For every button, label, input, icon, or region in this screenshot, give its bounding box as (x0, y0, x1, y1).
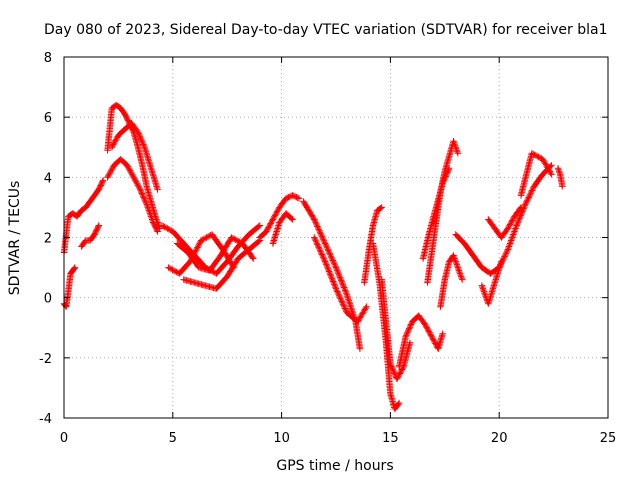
data-points-arc-3 (78, 222, 103, 250)
x-tick-label-20: 20 (491, 431, 508, 446)
data-points-arc-11 (256, 192, 303, 241)
x-tick-label-0: 0 (60, 431, 68, 446)
data-points-arc-9 (180, 237, 264, 292)
data-points-arc-6 (108, 120, 161, 193)
data-points-arc-12 (269, 210, 296, 247)
ticks: 0 5 10 15 20 25 -4 -2 0 2 4 6 8 (39, 51, 616, 446)
data-points-arc-23 (485, 204, 525, 241)
y-tick-label-2: 2 (44, 232, 52, 247)
x-tick-label-15: 15 (382, 431, 399, 446)
y-tick-label-0: 0 (44, 292, 52, 307)
y-tick-label--2: -2 (39, 352, 52, 367)
data-points-arc-21 (437, 252, 466, 310)
y-axis-label: SDTVAR / TECUs (7, 181, 23, 296)
x-axis-label: GPS time / hours (276, 458, 393, 474)
y-tick-label-4: 4 (44, 171, 52, 186)
data-points-arc-24 (478, 258, 505, 307)
data-points-arc-17 (378, 276, 414, 383)
chart-title: Day 080 of 2023, Sidereal Day-to-day VTE… (44, 22, 607, 38)
y-tick-label--4: -4 (39, 412, 52, 427)
x-tick-label-5: 5 (169, 431, 177, 446)
data-points-arc-14 (311, 234, 370, 325)
grid (64, 57, 608, 418)
data-points-arc-4 (104, 101, 163, 232)
x-tick-label-25: 25 (600, 431, 617, 446)
data-points-arc-20 (419, 165, 453, 262)
data-points-arc-18 (395, 312, 446, 371)
y-tick-label-6: 6 (44, 111, 52, 126)
x-tick-label-10: 10 (273, 431, 290, 446)
data-points-arc-25 (517, 150, 555, 199)
data-points-arc-10 (174, 234, 257, 274)
y-tick-label-8: 8 (44, 51, 52, 66)
data-points (60, 101, 566, 413)
data-points-arc-15 (361, 204, 385, 286)
data-points-arc-5 (104, 156, 161, 235)
data-points-arc-26 (554, 165, 566, 190)
data-points-arc-13 (300, 198, 364, 353)
